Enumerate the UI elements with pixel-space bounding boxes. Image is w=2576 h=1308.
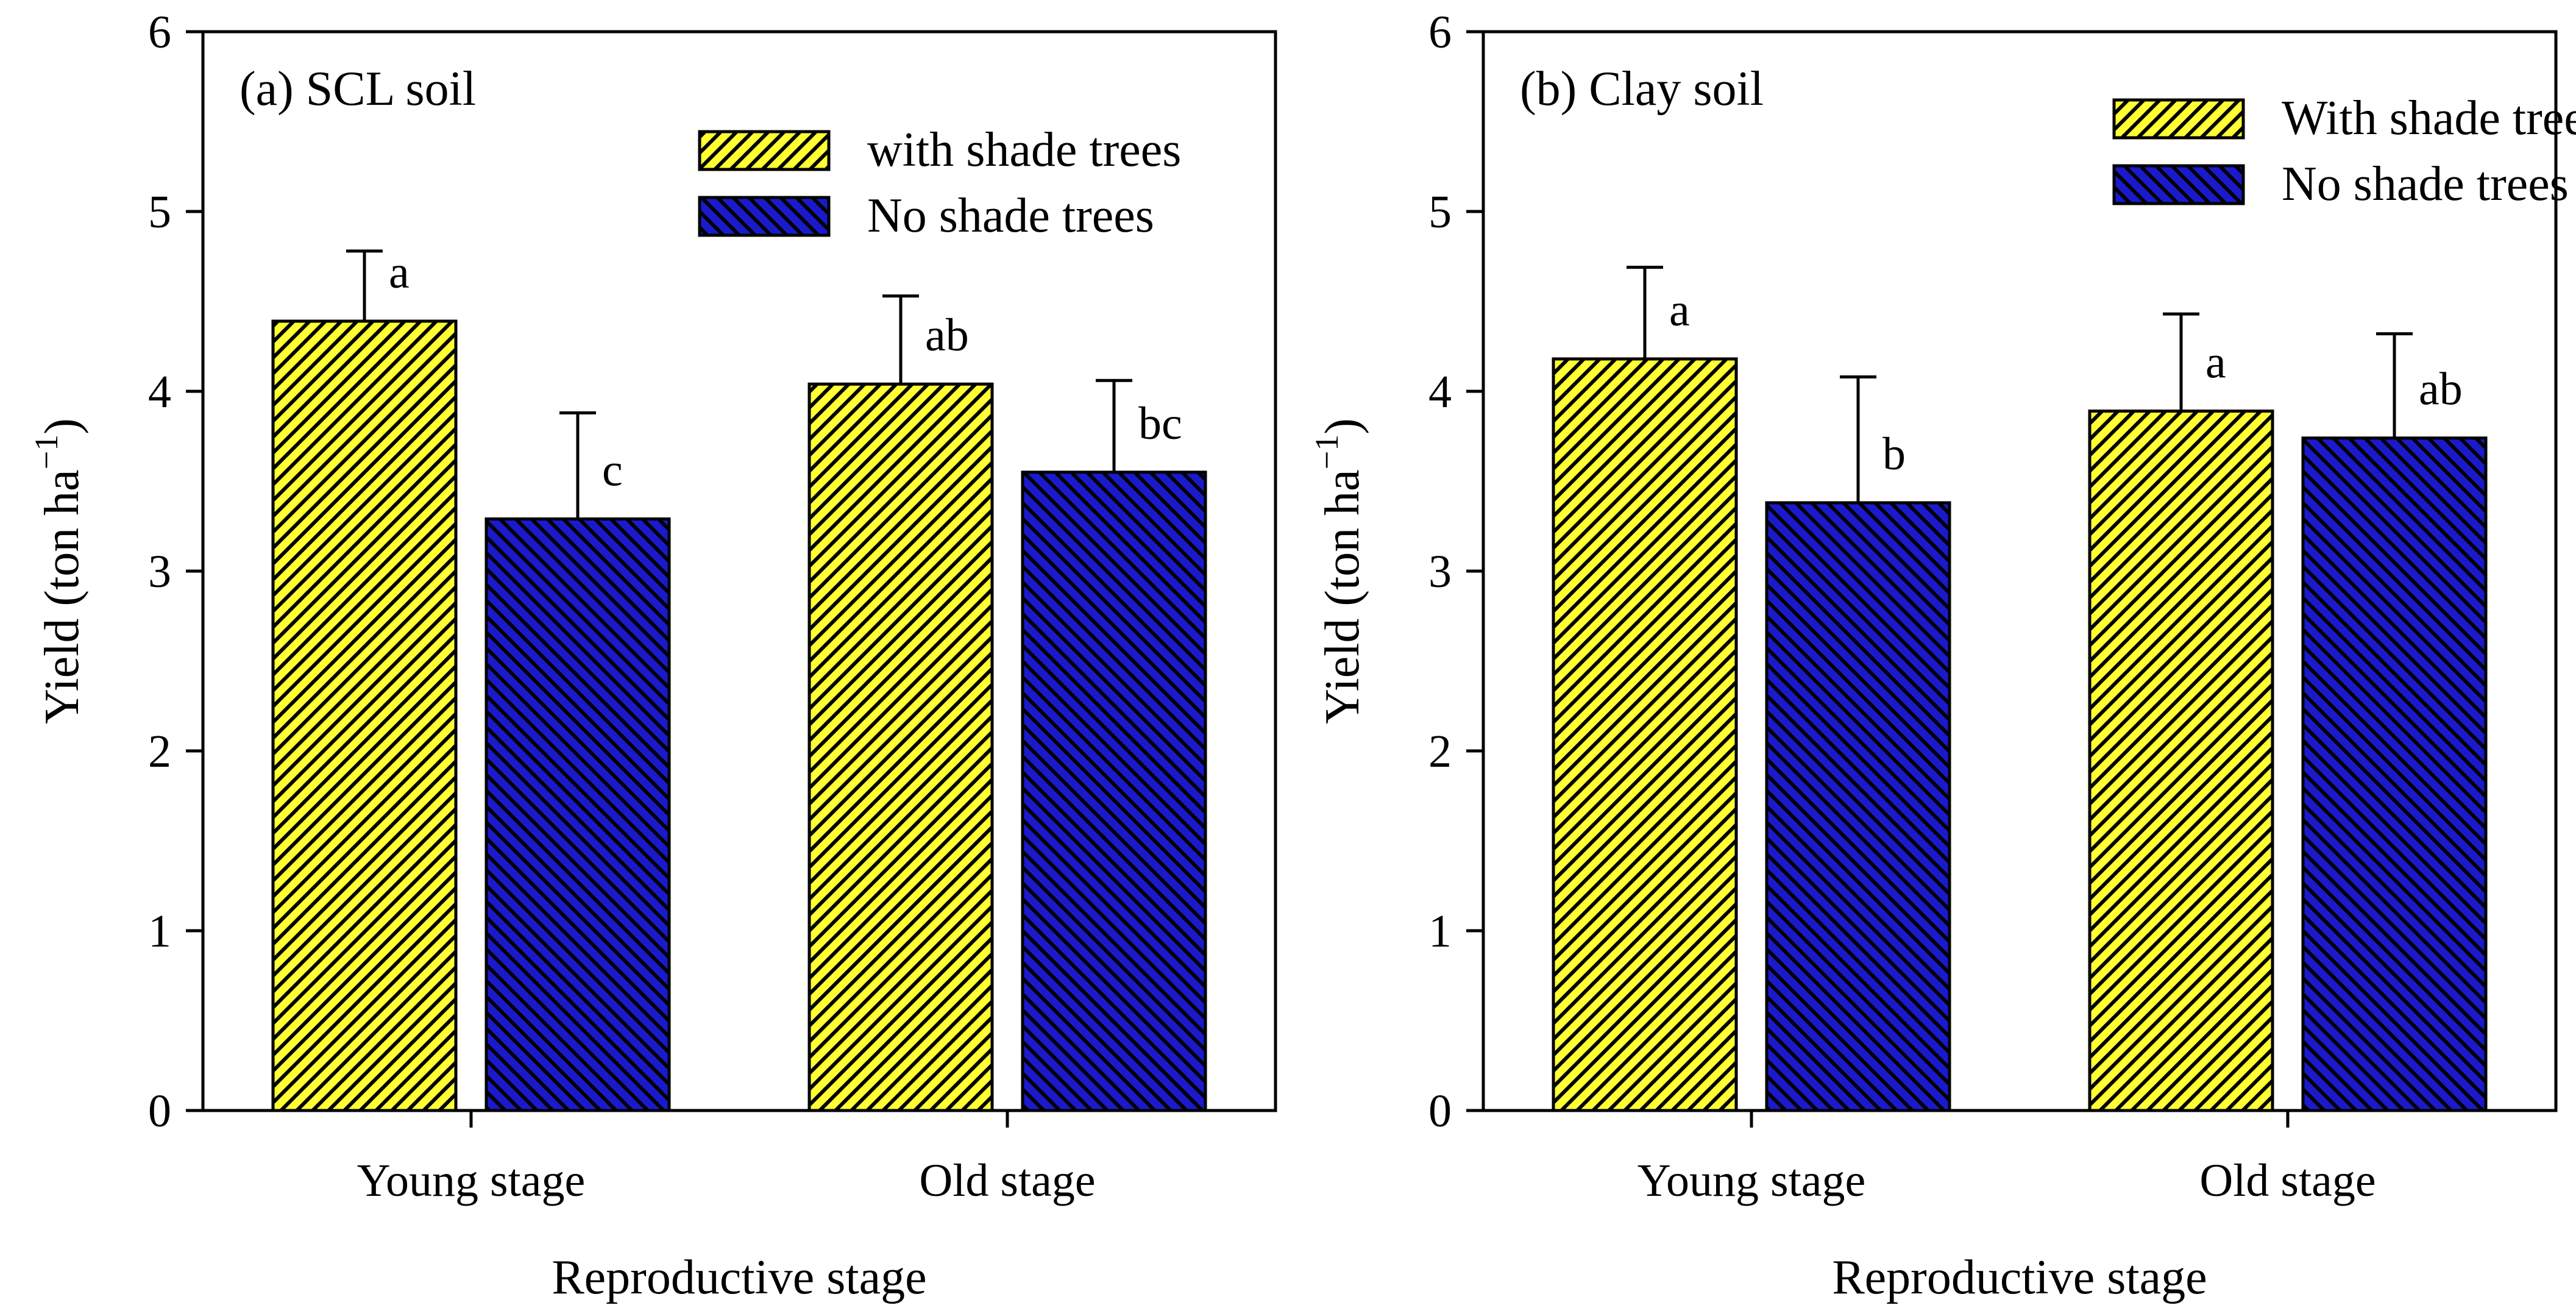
y-axis-label-sup: −1 bbox=[1308, 435, 1345, 469]
bar-no-shade bbox=[1021, 471, 1207, 1112]
y-axis-label-main: Yield (ton ha bbox=[1316, 469, 1369, 724]
y-tick-label: 4 bbox=[148, 366, 171, 418]
legend-label: With shade trees bbox=[2282, 91, 2576, 145]
legend-label: with shade trees bbox=[867, 123, 1181, 177]
significance-letter: ab bbox=[925, 310, 969, 361]
y-tick-label: 6 bbox=[148, 7, 171, 58]
significance-letter: ab bbox=[2419, 364, 2463, 415]
y-tick-label: 3 bbox=[148, 546, 171, 597]
y-axis-label: Yield (ton ha−1) bbox=[28, 418, 89, 724]
significance-letter: bc bbox=[1138, 398, 1182, 449]
significance-letter: b bbox=[1882, 428, 1906, 480]
bar-no-shade bbox=[484, 517, 671, 1112]
bar-no-shade bbox=[1765, 501, 1951, 1112]
y-tick-label: 0 bbox=[148, 1086, 171, 1137]
y-tick-label: 6 bbox=[1428, 7, 1452, 58]
y-tick-label: 0 bbox=[1428, 1086, 1452, 1137]
y-axis-label-close: ) bbox=[35, 418, 89, 435]
legend-swatch bbox=[698, 196, 831, 237]
y-tick-label: 5 bbox=[1428, 187, 1452, 238]
y-tick-label: 4 bbox=[1428, 366, 1452, 418]
x-tick-label: Old stage bbox=[919, 1155, 1095, 1206]
bar-with-shade bbox=[2088, 409, 2274, 1112]
legend-swatch bbox=[2112, 164, 2245, 205]
y-tick-label: 1 bbox=[1428, 906, 1452, 957]
bar-with-shade bbox=[271, 319, 458, 1112]
y-tick-label: 1 bbox=[148, 906, 171, 957]
legend-label: No shade trees bbox=[867, 189, 1154, 243]
y-tick-label: 3 bbox=[1428, 546, 1452, 597]
y-axis-label-sup: −1 bbox=[28, 435, 65, 469]
x-tick-label: Young stage bbox=[1637, 1155, 1865, 1206]
x-tick-label: Young stage bbox=[357, 1155, 585, 1206]
panel-a: a ab c bc 0 1 2 3 4 5 6 Young stage Old stage (a) … bbox=[28, 7, 1277, 1304]
significance-letter: a bbox=[2205, 336, 2226, 388]
legend-label: No shade trees bbox=[2282, 157, 2569, 211]
bar-with-shade bbox=[807, 382, 994, 1112]
bar-with-shade bbox=[1552, 357, 1738, 1112]
y-axis-label: Yield (ton ha−1) bbox=[1308, 418, 1369, 724]
x-axis-label: Reproductive stage bbox=[552, 1251, 926, 1304]
significance-letter: a bbox=[389, 247, 410, 298]
legend-swatch bbox=[698, 130, 831, 171]
x-tick-label: Old stage bbox=[2199, 1155, 2376, 1206]
significance-letter: c bbox=[602, 444, 623, 496]
panel-title: (b) Clay soil bbox=[1520, 62, 1764, 116]
y-axis-label-main: Yield (ton ha bbox=[35, 469, 89, 724]
bar-no-shade bbox=[2301, 436, 2488, 1112]
y-axis-label-close: ) bbox=[1316, 418, 1369, 435]
y-tick-label: 2 bbox=[148, 726, 171, 777]
y-tick-label: 5 bbox=[148, 187, 171, 238]
x-axis-label: Reproductive stage bbox=[1832, 1251, 2207, 1304]
significance-letter: a bbox=[1669, 285, 1690, 336]
panel-title: (a) SCL soil bbox=[240, 62, 476, 116]
y-tick-label: 2 bbox=[1428, 726, 1452, 777]
legend-swatch bbox=[2112, 98, 2245, 140]
